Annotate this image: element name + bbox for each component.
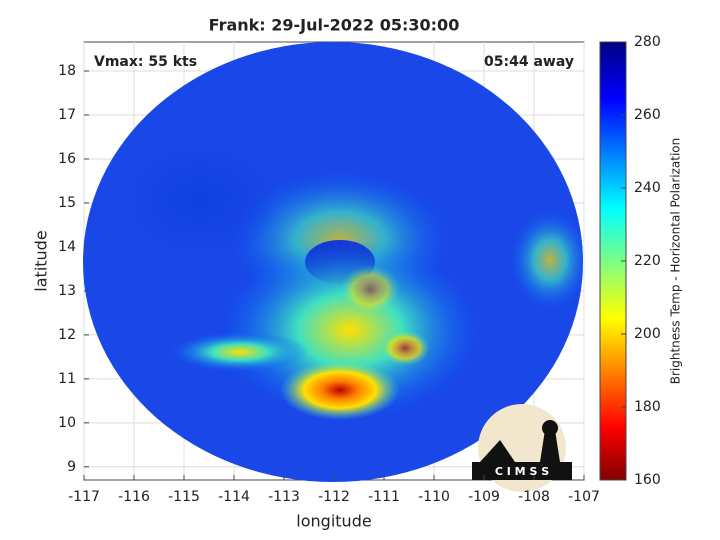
y-tick-label: 14 [58,239,76,255]
x-tick-label: -113 [268,489,300,505]
y-tick-label: 18 [58,63,76,79]
colorbar-tick-label: 260 [634,107,661,123]
x-axis-label: longitude [296,512,371,531]
annotation: Vmax: 55 kts [94,54,197,70]
chart-title: Frank: 29-Jul-2022 05:30:00 [209,16,460,35]
x-tick-label: -111 [368,489,400,505]
colorbar-tick-label: 240 [634,180,661,196]
y-tick-label: 13 [58,283,76,299]
colorbar-tick-label: 200 [634,326,661,342]
y-tick-label: 9 [67,459,76,475]
x-tick-label: -115 [168,489,200,505]
satellite-image [83,42,583,482]
y-tick-label: 16 [58,151,76,167]
x-tick-label: -114 [218,489,250,505]
logo: C I M S S [472,404,572,492]
colorbar-tick-label: 280 [634,34,661,50]
y-tick-label: 11 [58,371,76,387]
colorbar-tick-label: 220 [634,253,661,269]
y-tick-label: 15 [58,195,76,211]
colorbar-tick-label: 160 [634,472,661,488]
annotation: 05:44 away [484,54,574,70]
x-tick-label: -109 [468,489,500,505]
y-tick-label: 10 [58,415,76,431]
x-tick-label: -116 [118,489,150,505]
y-tick-label: 12 [58,327,76,343]
x-tick-label: -112 [318,489,350,505]
colorbar-label: Brightness Temp - Horizontal Polarizatio… [669,138,683,385]
y-tick-label: 17 [58,107,76,123]
logo-text: C I M S S [495,465,549,478]
x-tick-label: -108 [518,489,550,505]
y-axis-label: latitude [32,230,51,291]
x-tick-label: -117 [68,489,100,505]
x-tick-label: -107 [568,489,600,505]
x-tick-label: -110 [418,489,450,505]
colorbar-tick-label: 180 [634,399,661,415]
